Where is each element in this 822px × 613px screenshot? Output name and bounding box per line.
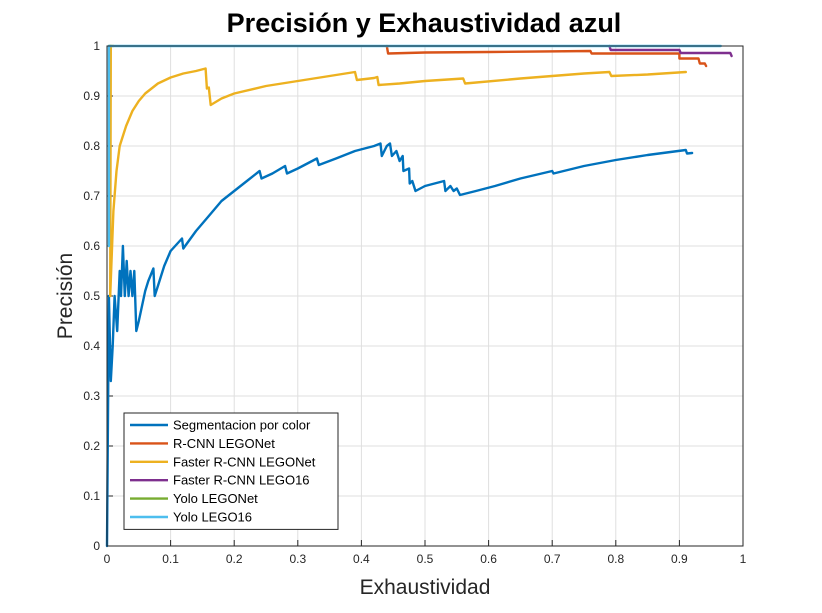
x-tick-label: 0 [104,552,111,566]
y-tick-labels: 0 0.1 0.2 0.3 0.4 0.5 0.6 0.7 0.8 0.9 1 [83,39,100,553]
legend-entry: Yolo LEGO16 [173,510,252,525]
x-tick-label: 0.1 [162,552,179,566]
series-line-r-cnn-legonet [385,44,708,68]
y-tick-label: 0.1 [83,489,100,503]
x-tick-label: 0.9 [671,552,688,566]
y-tick-label: 0.5 [83,289,100,303]
series-line-faster-r-cnn-lego16 [608,44,733,58]
x-tick-labels: 0 0.1 0.2 0.3 0.4 0.5 0.6 0.7 0.8 0.9 1 [104,552,747,566]
legend-entry: Yolo LEGONet [173,491,258,506]
y-tick-label: 1 [93,39,100,53]
series-line-segmentacion-por-color [105,142,694,548]
legend: Segmentacion por color R-CNN LEGONet Faste… [123,412,339,530]
legend-entry: R-CNN LEGONet [173,436,275,451]
x-tick-label: 0.6 [480,552,497,566]
series-line-faster-r-cnn-legonet [108,67,687,298]
plot-frame [106,45,744,547]
legend-entry: Faster R-CNN LEGO16 [173,473,310,488]
x-tick-label: 0.4 [353,552,370,566]
legend-entry: Faster R-CNN LEGONet [173,454,316,469]
y-tick-label: 0.7 [83,189,100,203]
y-tick-label: 0.6 [83,239,100,253]
y-tick-label: 0.3 [83,389,100,403]
chart-title: Precisión y Exhaustividad azul [227,8,622,38]
series-segment-faster-r-cnn-legonet [108,44,113,298]
y-tick-label: 0.4 [83,339,100,353]
x-axis-label: Exhaustividad [360,576,491,599]
legend-entry: Segmentacion por color [173,418,311,433]
x-tick-label: 0.3 [289,552,306,566]
x-tick-label: 1 [740,552,747,566]
y-tick-label: 0.9 [83,89,100,103]
y-tick-label: 0.8 [83,139,100,153]
y-axis-label: Precisión [54,253,77,339]
x-tick-label: 0.5 [417,552,434,566]
x-tick-label: 0.2 [226,552,243,566]
y-tick-label: 0 [93,539,100,553]
x-tick-label: 0.8 [607,552,624,566]
y-tick-label: 0.2 [83,439,100,453]
legend-box [123,412,339,530]
x-tick-label: 0.7 [544,552,561,566]
